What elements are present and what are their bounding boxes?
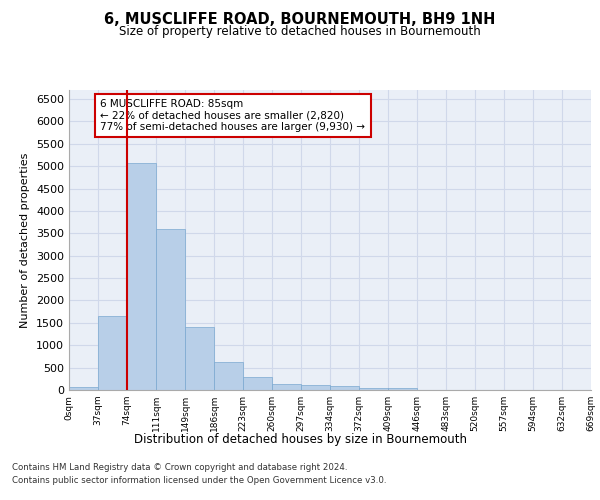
Bar bbox=[243, 377, 272, 390]
Text: Distribution of detached houses by size in Bournemouth: Distribution of detached houses by size … bbox=[133, 432, 467, 446]
Bar bbox=[301, 385, 330, 390]
Text: Contains HM Land Registry data © Crown copyright and database right 2024.: Contains HM Land Registry data © Crown c… bbox=[12, 464, 347, 472]
Bar bbox=[359, 388, 388, 390]
Bar bbox=[388, 388, 417, 390]
Y-axis label: Number of detached properties: Number of detached properties bbox=[20, 152, 31, 328]
Bar bbox=[127, 164, 156, 390]
Bar bbox=[156, 229, 185, 390]
Bar bbox=[98, 316, 127, 390]
Text: 6 MUSCLIFFE ROAD: 85sqm
← 22% of detached houses are smaller (2,820)
77% of semi: 6 MUSCLIFFE ROAD: 85sqm ← 22% of detache… bbox=[100, 99, 365, 132]
Text: 6, MUSCLIFFE ROAD, BOURNEMOUTH, BH9 1NH: 6, MUSCLIFFE ROAD, BOURNEMOUTH, BH9 1NH bbox=[104, 12, 496, 28]
Bar bbox=[330, 386, 359, 390]
Text: Contains public sector information licensed under the Open Government Licence v3: Contains public sector information licen… bbox=[12, 476, 386, 485]
Text: Size of property relative to detached houses in Bournemouth: Size of property relative to detached ho… bbox=[119, 25, 481, 38]
Bar bbox=[185, 328, 214, 390]
Bar bbox=[214, 362, 243, 390]
Bar bbox=[272, 384, 301, 390]
Bar bbox=[69, 386, 98, 390]
